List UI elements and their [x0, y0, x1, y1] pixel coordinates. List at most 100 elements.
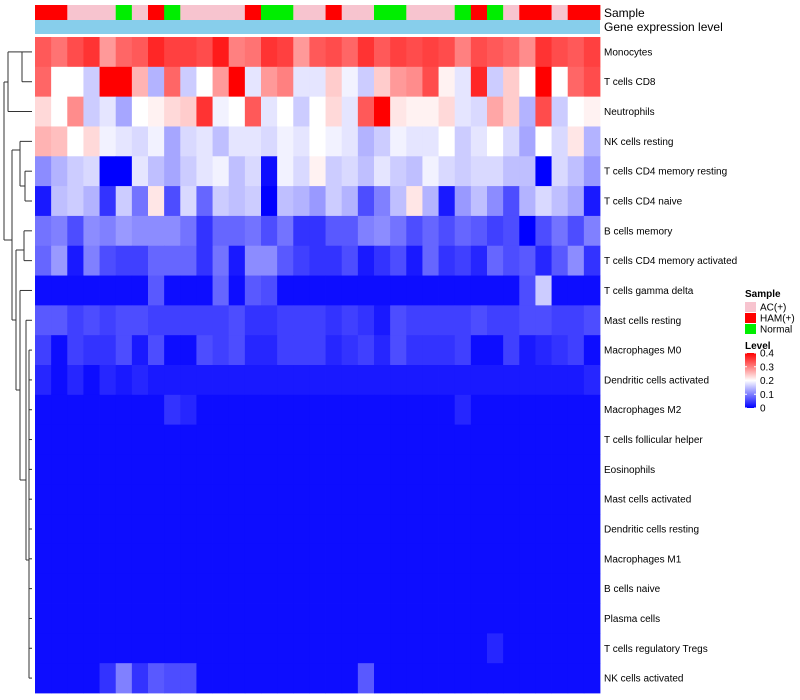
heatmap-cell [35, 156, 52, 187]
heatmap-cell [406, 186, 423, 217]
heatmap-cell [67, 543, 84, 575]
heatmap-cell [535, 484, 552, 515]
heatmap-cell [277, 603, 294, 634]
heatmap-cell [503, 633, 520, 664]
heatmap-cell [67, 96, 84, 127]
heatmap-cell [261, 603, 278, 634]
heatmap-cell [374, 454, 391, 485]
heatmap-cell [567, 245, 585, 276]
heatmap-cell [261, 394, 278, 426]
heatmap-cell [228, 215, 246, 247]
heatmap-cell [551, 514, 569, 545]
heatmap-cell [67, 424, 84, 455]
heatmap-cell [487, 424, 504, 455]
heatmap-cell [99, 215, 117, 247]
heatmap-cell [131, 96, 149, 127]
heatmap-cell [67, 335, 84, 366]
heatmap-cell [487, 126, 504, 157]
sample-annotation-cell [390, 5, 407, 20]
heatmap-cell [454, 215, 472, 247]
sample-annotation-cell [180, 5, 197, 20]
heatmap-cell [390, 543, 407, 575]
legend-sample-title: Sample [745, 289, 781, 300]
heatmap-cell [99, 484, 117, 515]
heatmap-cell [374, 305, 391, 336]
heatmap-cell [406, 305, 423, 336]
heatmap-cell [131, 424, 149, 455]
heatmap-cell [293, 156, 310, 187]
row-label: T cells CD4 memory activated [604, 256, 737, 267]
heatmap-cell [277, 633, 294, 664]
heatmap-cell [35, 424, 52, 455]
heatmap-cell [164, 156, 181, 187]
heatmap-cell [551, 424, 569, 455]
heatmap-cell [277, 215, 294, 247]
legend-level-title: Level [745, 341, 771, 352]
heatmap-cell [454, 454, 472, 485]
heatmap-cell [228, 335, 246, 366]
heatmap-cell [390, 305, 407, 336]
heatmap-cell [470, 66, 488, 98]
heatmap-cell [438, 66, 456, 98]
row-label: Dendritic cells resting [604, 525, 699, 536]
heatmap-cell [115, 663, 133, 694]
heatmap-cell [293, 454, 310, 485]
heatmap-cell [180, 156, 197, 187]
heatmap-cell [228, 603, 246, 634]
heatmap-cell [196, 305, 213, 336]
heatmap-cell [148, 603, 165, 634]
heatmap-cell [244, 543, 262, 575]
heatmap-cell [35, 96, 52, 127]
heatmap-cell [309, 573, 326, 604]
heatmap-cell [115, 245, 133, 276]
heatmap-cell [131, 603, 149, 634]
heatmap-cell [519, 275, 536, 306]
sample-annotation-cell [131, 5, 149, 20]
sample-annotation-cell [438, 5, 456, 20]
heatmap-cell [470, 245, 488, 276]
legend-sample-label: HAM(+) [760, 314, 795, 325]
legend-tick-label: 0.1 [760, 390, 774, 401]
heatmap-cell [470, 275, 488, 306]
heatmap-cell [35, 305, 52, 336]
sample-annotation-cell [164, 5, 181, 20]
sample-annotation-bar [35, 5, 601, 20]
heatmap-cell [180, 245, 197, 276]
heatmap-cell [325, 335, 343, 366]
sample-annotation-cell [115, 5, 133, 20]
heatmap-cell [51, 394, 68, 426]
sample-annotation-cell [519, 5, 536, 20]
heatmap-cell [438, 663, 456, 694]
heatmap-cell [261, 126, 278, 157]
heatmap-cell [551, 543, 569, 575]
heatmap-cell [390, 633, 407, 664]
heatmap-cell [309, 335, 326, 366]
legend-sample-swatch [745, 313, 756, 323]
heatmap-cell [567, 215, 585, 247]
heatmap-cell [212, 126, 230, 157]
heatmap-cell [309, 663, 326, 694]
heatmap-cell [164, 275, 181, 306]
heatmap-cell [470, 514, 488, 545]
heatmap-cell [212, 543, 230, 575]
heatmap-cell [35, 126, 52, 157]
legend-sample-label: Normal [760, 325, 792, 336]
heatmap-cell [180, 394, 197, 426]
heatmap-cell [357, 454, 375, 485]
heatmap-cell [67, 484, 84, 515]
heatmap-cell [148, 66, 165, 98]
heatmap-cell [51, 573, 68, 604]
row-label: Eosinophils [604, 465, 655, 476]
heatmap-cell [374, 275, 391, 306]
heatmap-cell [406, 543, 423, 575]
heatmap-cell [357, 365, 375, 396]
heatmap-cell [277, 454, 294, 485]
heatmap-cell [277, 663, 294, 694]
heatmap-cell [115, 126, 133, 157]
heatmap-cell [277, 66, 294, 98]
heatmap-cell [390, 663, 407, 694]
heatmap-cell [244, 215, 262, 247]
heatmap-cell [35, 37, 52, 68]
heatmap-cell [583, 275, 601, 306]
heatmap-cell [115, 275, 133, 306]
